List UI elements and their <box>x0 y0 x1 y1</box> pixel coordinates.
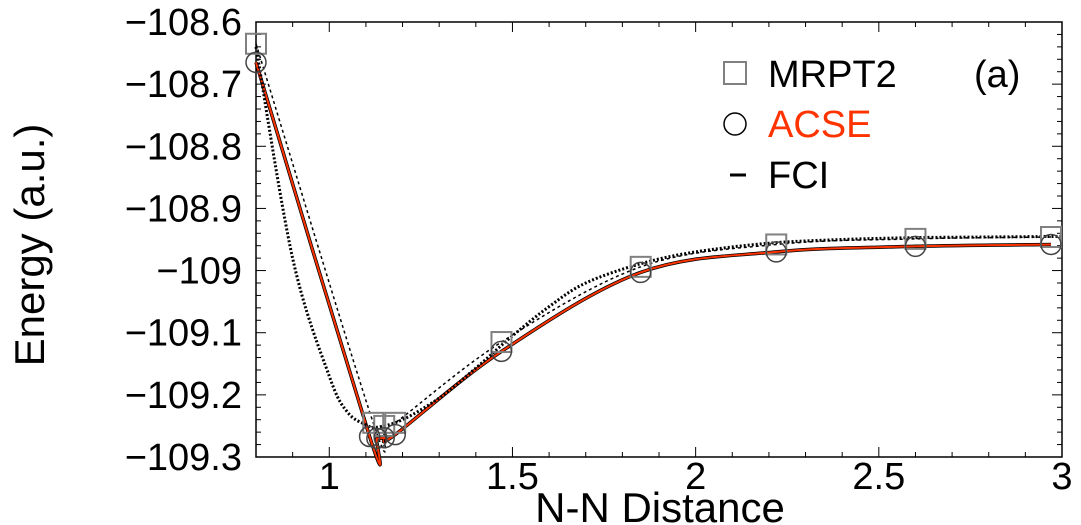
acse-point <box>373 426 395 449</box>
x-tick-label: 2 <box>685 456 706 498</box>
y-tick-label: −109.2 <box>125 375 242 417</box>
acse-point <box>1040 233 1062 256</box>
mrpt2-point <box>490 331 513 354</box>
series-curves <box>254 43 1063 467</box>
annotation-label: (a) <box>974 54 1020 96</box>
acse-point <box>384 423 406 446</box>
fci-curve <box>254 46 1063 429</box>
legend-fci-label: FCI <box>768 155 829 197</box>
legend-acse-circle-marker <box>723 112 747 136</box>
y-tick-label: −108.6 <box>125 2 242 44</box>
tick-labels: 1 1.5 2 2.5 3 −108.6 −108.7 −108.8 −108.9 −109 −10… <box>125 2 1073 498</box>
series-markers <box>245 32 1063 450</box>
x-axis-label: N-N Distance <box>535 484 785 525</box>
mrpt2-curve <box>255 43 1052 453</box>
legend-mrpt2-square-marker <box>723 61 747 85</box>
axis-ticks <box>255 21 1063 458</box>
x-tick-label: 1 <box>319 456 340 498</box>
y-axis-label: Energy (a.u.) <box>6 124 53 367</box>
x-tick-label: 3 <box>1051 456 1072 498</box>
mrpt2-point <box>1040 226 1063 249</box>
acse-point <box>765 241 787 263</box>
acse-point <box>904 235 927 258</box>
x-tick-label: 2.5 <box>852 456 905 498</box>
mrpt2-point <box>384 411 407 434</box>
mrpt2-point <box>629 255 652 278</box>
y-tick-label: −108.7 <box>125 64 242 106</box>
y-tick-label: −109.3 <box>125 437 242 479</box>
y-tick-label: −108.9 <box>125 188 242 230</box>
legend: MRPT2 (a) ACSE FCI <box>723 54 1020 197</box>
y-tick-label: −109 <box>156 251 242 293</box>
mrpt2-point <box>765 233 788 256</box>
mrpt2-point <box>904 227 927 250</box>
y-tick-label: −109.1 <box>125 313 242 355</box>
acse-point <box>245 51 267 74</box>
acse-point <box>358 425 381 448</box>
y-tick-label: −108.8 <box>125 126 242 168</box>
acse-curve <box>255 62 1052 466</box>
acse-point <box>629 261 652 284</box>
plot-frame <box>255 21 1063 458</box>
legend-mrpt2-label: MRPT2 <box>768 54 897 96</box>
acse-point <box>490 340 513 363</box>
x-tick-label: 1.5 <box>486 456 539 498</box>
legend-acse-label: ACSE <box>768 104 871 146</box>
plot-border <box>255 21 1063 458</box>
acse-point <box>366 427 388 450</box>
acse-curve-outline <box>254 61 1052 467</box>
mrpt2-point <box>245 32 267 55</box>
